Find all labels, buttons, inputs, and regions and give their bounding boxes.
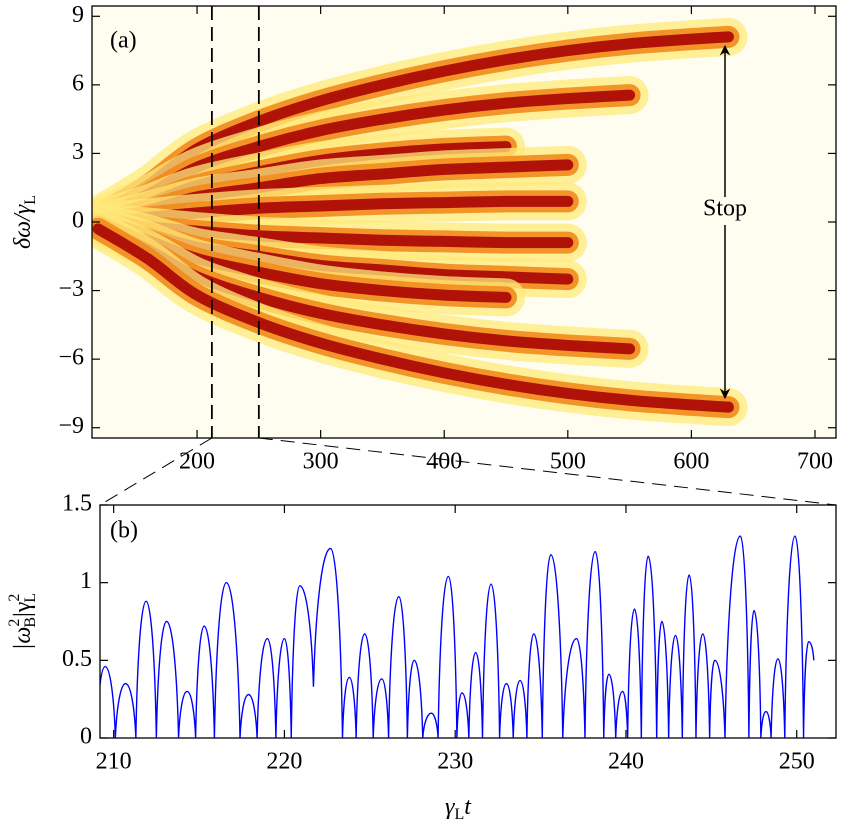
axis-label-part: δω/γ	[10, 204, 36, 249]
annotation: Stop	[703, 196, 747, 222]
x-tick-label: 250	[779, 749, 815, 775]
y-tick-label: 0	[80, 724, 92, 750]
x-tick-label: 220	[266, 749, 302, 775]
x-tick-label: 700	[797, 449, 833, 475]
plot-area	[92, 17, 748, 427]
panel-label: (a)	[110, 28, 137, 54]
x-tick-label: 600	[673, 449, 709, 475]
axis-label-part: t	[464, 794, 472, 820]
x-tick-label: 500	[550, 449, 586, 475]
axis-label-part: |ω	[10, 627, 36, 651]
panel-label: (b)	[110, 518, 138, 544]
x-tick-label: 240	[608, 749, 644, 775]
axis-label-part: L	[22, 593, 39, 603]
y-tick-label: 3	[72, 139, 84, 165]
branch	[92, 223, 734, 413]
series-line	[100, 535, 815, 738]
x-tick-label: 300	[303, 449, 339, 475]
y-tick-label: 1	[80, 568, 92, 594]
axis-label: |ω2B|γ2L	[6, 593, 39, 650]
axis-label-part: γ	[445, 794, 455, 820]
axis-label: γLt	[445, 794, 472, 823]
zoom-link	[258, 437, 837, 506]
axis-label: δω/γL	[10, 195, 39, 249]
y-tick-label: −6	[58, 345, 84, 371]
axis-label-part: L	[455, 806, 465, 823]
axis-label-part: 2	[6, 594, 23, 602]
x-tick-label: 210	[96, 749, 132, 775]
y-tick-label: −9	[58, 413, 84, 439]
axis-label-part: B	[22, 617, 39, 628]
x-tick-label: 200	[179, 449, 215, 475]
annotation-background	[690, 197, 760, 223]
axis-label-part: 2	[6, 619, 23, 627]
y-tick-label: 1.5	[62, 491, 92, 517]
y-tick-label: 0.5	[62, 646, 92, 672]
plot-frame	[99, 504, 837, 739]
plot-area	[100, 535, 815, 738]
y-tick-label: 6	[72, 70, 84, 96]
y-tick-label: 9	[72, 2, 84, 28]
x-tick-label: 400	[426, 449, 462, 475]
y-tick-label: 0	[72, 208, 84, 234]
axis-label-part: L	[22, 195, 39, 205]
x-tick-label: 230	[437, 749, 473, 775]
axis-label-part: |γ	[10, 601, 36, 617]
y-tick-label: −3	[58, 276, 84, 302]
